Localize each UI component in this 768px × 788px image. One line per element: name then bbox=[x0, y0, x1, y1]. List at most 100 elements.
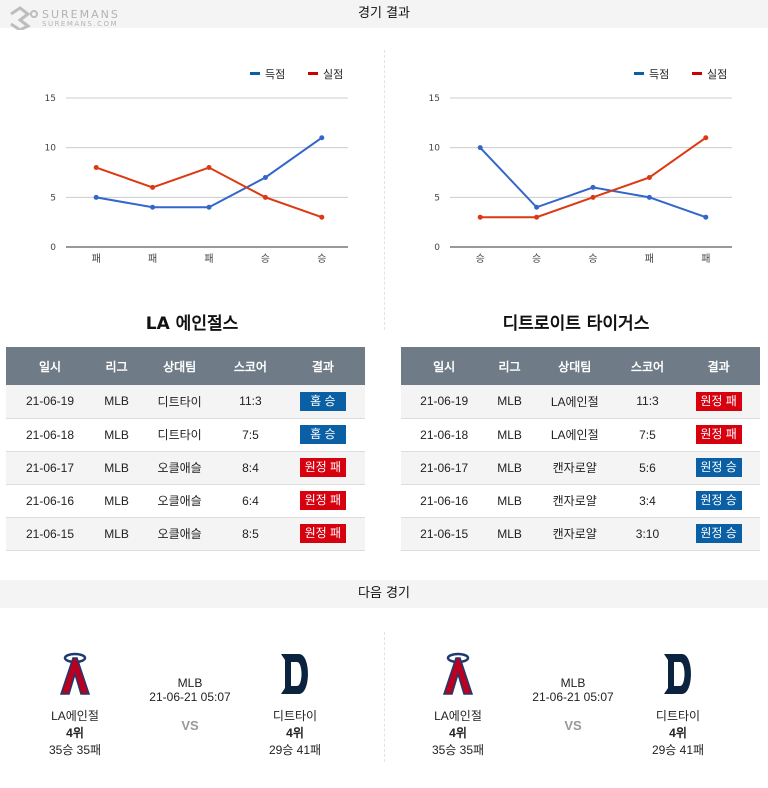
data-point bbox=[206, 165, 212, 171]
legend-swatch bbox=[308, 72, 318, 75]
result-badge: 원정 승 bbox=[695, 491, 742, 510]
legend-label: 실점 bbox=[707, 68, 727, 81]
league: MLB bbox=[560, 676, 586, 690]
home-team[interactable]: LA에인절 4위 35승 35패 bbox=[413, 650, 503, 758]
table-cell: 3:10 bbox=[617, 517, 678, 551]
table-header: 일시 리그 상대팀 스코어 결과 bbox=[401, 347, 760, 385]
table-cell: 8:5 bbox=[220, 517, 281, 551]
series-line bbox=[479, 146, 707, 219]
table-cell: MLB bbox=[93, 451, 140, 485]
data-point bbox=[477, 145, 483, 151]
legend-swatch bbox=[692, 72, 702, 75]
table-cell: 21-06-16 bbox=[6, 484, 94, 518]
angels-logo-icon bbox=[59, 652, 91, 695]
table-row: 21-06-18 MLB 디트타이 7:5 홈 승 bbox=[6, 418, 365, 452]
home-team[interactable]: LA에인절 4위 35승 35패 bbox=[30, 650, 120, 758]
away-team[interactable]: 디트타이 4위 29승 41패 bbox=[250, 650, 340, 758]
table-cell: MLB bbox=[487, 418, 532, 452]
y-tick-label: 15 bbox=[45, 94, 56, 104]
results-table-angels: 일시 리그 상대팀 스코어 결과 21-06-19 MLB 디트타이 11:3 홈 승 21-06-… bbox=[6, 347, 365, 551]
results-header: 경기 결과 bbox=[0, 0, 768, 28]
table-cell: 원정 승 bbox=[677, 451, 760, 485]
table-cell: 원정 승 bbox=[677, 517, 760, 551]
table-cell: 오클애슬 bbox=[139, 517, 221, 551]
table-cell: 원정 패 bbox=[280, 484, 365, 518]
table-cell: 캔자로얄 bbox=[531, 517, 618, 551]
team-record: 35승 35패 bbox=[48, 743, 102, 757]
team-record: 29승 41패 bbox=[268, 743, 322, 757]
table-cell: MLB bbox=[93, 484, 140, 518]
chart-right: 0 5 10 15 승 승 승 패 패 득점 실점 bbox=[429, 68, 732, 265]
table-cell: 디트타이 bbox=[139, 418, 221, 452]
data-point bbox=[319, 135, 325, 141]
result-badge: 홈 승 bbox=[299, 425, 346, 444]
table-cell: MLB bbox=[487, 517, 532, 551]
table-cell: 디트타이 bbox=[139, 385, 221, 419]
result-badge: 원정 패 bbox=[299, 458, 346, 477]
table-cell: 캔자로얄 bbox=[531, 484, 618, 518]
logo-subtext: SUREMANS.COM bbox=[42, 19, 119, 28]
table-cell: 오클애슬 bbox=[139, 484, 221, 518]
section-title: 다음 경기 bbox=[358, 586, 410, 601]
data-point bbox=[150, 204, 156, 210]
table-cell: LA에인절 bbox=[531, 418, 618, 452]
x-tick-label: 승 bbox=[476, 253, 485, 265]
tigers-logo-icon bbox=[664, 654, 691, 694]
angels-logo-icon bbox=[442, 652, 474, 695]
table-cell: 21-06-18 bbox=[6, 418, 94, 452]
data-point bbox=[534, 214, 540, 220]
divider bbox=[384, 50, 385, 330]
legend-label: 득점 bbox=[649, 68, 669, 81]
data-point bbox=[319, 214, 325, 220]
table-cell: LA에인절 bbox=[531, 385, 618, 419]
results-table-tigers: 일시 리그 상대팀 스코어 결과 21-06-19 MLB LA에인절 11:3 원정 패 21-0… bbox=[401, 347, 760, 551]
table-cell: 3:4 bbox=[617, 484, 678, 518]
team-rank: 4위 bbox=[286, 726, 304, 740]
y-tick-label: 5 bbox=[434, 193, 440, 203]
data-point bbox=[646, 174, 652, 180]
data-point bbox=[93, 165, 99, 171]
team-name: LA에인절 bbox=[51, 709, 99, 723]
divider bbox=[384, 632, 385, 762]
table-cell: 원정 패 bbox=[280, 451, 365, 485]
table-row: 21-06-17 MLB 캔자로얄 5:6 원정 승 bbox=[401, 451, 760, 485]
result-badge: 원정 패 bbox=[299, 524, 346, 543]
column-header: 일시 bbox=[401, 347, 488, 385]
column-header: 결과 bbox=[280, 347, 365, 385]
table-cell: MLB bbox=[93, 517, 140, 551]
table-cell: 21-06-16 bbox=[401, 484, 488, 518]
table-row: 21-06-15 MLB 오클애슬 8:5 원정 패 bbox=[6, 517, 365, 551]
logo-icon bbox=[10, 6, 38, 30]
result-badge: 원정 패 bbox=[299, 491, 346, 510]
y-tick-label: 15 bbox=[429, 94, 440, 104]
section-title: 경기 결과 bbox=[358, 6, 410, 21]
data-point bbox=[150, 184, 156, 190]
team-rank: 4위 bbox=[66, 726, 84, 740]
table-header: 일시 리그 상대팀 스코어 결과 bbox=[6, 347, 365, 385]
team-record: 35승 35패 bbox=[431, 743, 485, 757]
table-row: 21-06-16 MLB 캔자로얄 3:4 원정 승 bbox=[401, 484, 760, 518]
table-cell: 21-06-15 bbox=[401, 517, 488, 551]
y-tick-label: 10 bbox=[45, 144, 57, 154]
data-point bbox=[646, 194, 652, 200]
data-point bbox=[703, 135, 709, 141]
result-badge: 원정 승 bbox=[695, 524, 742, 543]
table-cell: 21-06-18 bbox=[401, 418, 488, 452]
column-header: 스코어 bbox=[220, 347, 281, 385]
table-row: 21-06-15 MLB 캔자로얄 3:10 원정 승 bbox=[401, 517, 760, 551]
match-info: MLB 21-06-21 05:07 VS bbox=[130, 676, 250, 733]
table-row: 21-06-19 MLB LA에인절 11:3 원정 패 bbox=[401, 385, 760, 419]
data-point bbox=[262, 194, 268, 200]
next-game: LA에인절 4위 35승 35패 MLB 21-06-21 05:07 VS 디트타이 4… bbox=[0, 640, 384, 760]
away-team[interactable]: 디트타이 4위 29승 41패 bbox=[633, 650, 723, 758]
table-cell: 21-06-17 bbox=[6, 451, 94, 485]
data-point bbox=[262, 174, 268, 180]
next-header: 다음 경기 bbox=[0, 580, 768, 608]
x-tick-label: 승 bbox=[588, 253, 597, 265]
y-tick-label: 5 bbox=[50, 193, 56, 203]
table-cell: 5:6 bbox=[617, 451, 678, 485]
legend-label: 실점 bbox=[323, 68, 343, 81]
table-cell: 21-06-19 bbox=[401, 385, 488, 419]
table-cell: MLB bbox=[487, 484, 532, 518]
column-header: 일시 bbox=[6, 347, 94, 385]
